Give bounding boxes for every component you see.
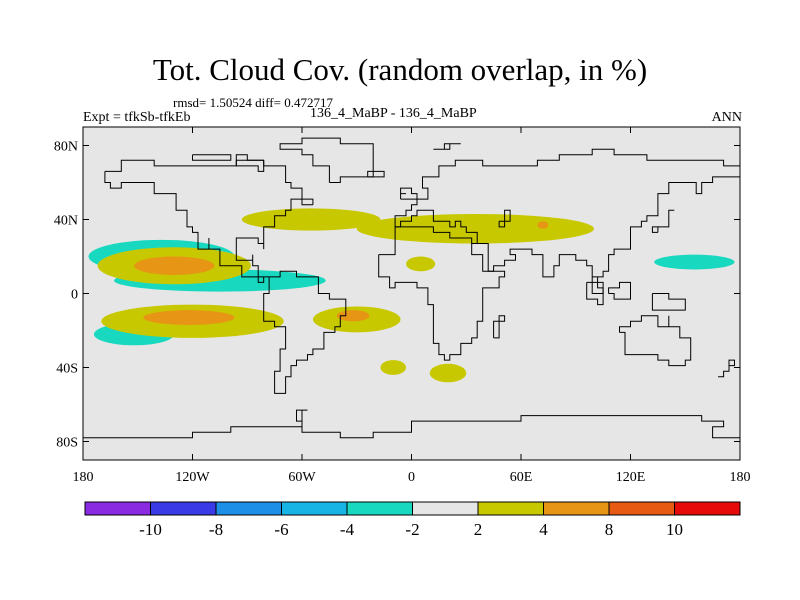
colorbar-swatch [412, 501, 479, 516]
coastline [608, 281, 631, 300]
colorbar-swatch [608, 501, 675, 516]
coastline [104, 159, 303, 283]
coastline [433, 143, 461, 150]
colorbar-label: -10 [139, 520, 162, 539]
x-tick-label: 60W [288, 470, 316, 485]
coastline [301, 198, 314, 206]
anomaly-region [380, 360, 407, 375]
coastline [651, 293, 686, 311]
coastline [400, 187, 418, 200]
colorbar-label: 10 [666, 520, 683, 539]
stats-label: rmsd= 1.50524 diff= 0.472717 [173, 95, 333, 110]
colorbar-label: 4 [539, 520, 548, 539]
anomaly-region [241, 208, 381, 231]
colorbar-swatch [215, 501, 282, 516]
colorbar-label: -4 [340, 520, 355, 539]
anomaly-region [336, 310, 370, 322]
anomaly-region [654, 254, 735, 270]
anomaly-region [356, 213, 594, 244]
season-label: ANN [711, 110, 742, 125]
coastline [367, 170, 385, 178]
colorbar: -10 -8 -6 -4 -2 2 4 8 10 [84, 501, 741, 539]
case-label: 136_4_MaBP - 136_4_MaBP [310, 106, 477, 121]
coastline [192, 154, 232, 161]
y-tick-label: 40S [56, 362, 78, 377]
y-tick-label: 40N [54, 214, 78, 229]
coastline [619, 315, 692, 367]
coastline [586, 281, 604, 306]
colorbar-swatch [543, 501, 610, 516]
coastline [651, 209, 675, 233]
anomaly-region [537, 221, 549, 229]
anomaly-region [143, 310, 235, 325]
colorbar-label: 8 [605, 520, 614, 539]
x-tick-label: 60E [510, 470, 533, 485]
anomaly-region [406, 256, 436, 272]
colorbar-label: -8 [209, 520, 223, 539]
colorbar-swatch [346, 501, 413, 516]
coastline [235, 154, 265, 172]
anomaly-region [429, 363, 467, 383]
x-tick-label: 180 [730, 470, 751, 485]
y-tick-label: 80N [54, 140, 78, 155]
coastline [83, 409, 740, 439]
coastline [378, 226, 506, 361]
colorbar-label: -6 [274, 520, 288, 539]
coastline [498, 209, 511, 228]
coastline [493, 315, 506, 339]
anomaly-region [134, 256, 215, 275]
colorbar-swatch [674, 501, 741, 516]
colorbar-swatch [84, 501, 151, 516]
x-tick-label: 120E [616, 470, 646, 485]
coastline [718, 359, 735, 378]
y-tick-label: 0 [71, 288, 78, 303]
colorbar-swatch [150, 501, 217, 516]
y-tick-label: 80S [56, 436, 78, 451]
coastlines [83, 137, 740, 439]
colorbar-label: -2 [405, 520, 419, 539]
x-tick-label: 0 [408, 470, 415, 485]
coastline [263, 270, 347, 394]
x-tick-label: 120W [175, 470, 210, 485]
x-tick-label: 180 [73, 470, 94, 485]
colorbar-label: 2 [474, 520, 483, 539]
plot-background [83, 127, 740, 460]
colorbar-swatch [477, 501, 544, 516]
chart-title: Tot. Cloud Cov. (random overlap, in %) [152, 52, 648, 87]
colorbar-swatch [281, 501, 348, 516]
experiment-label: Expt = tfkSb-tfkEb [83, 110, 191, 125]
